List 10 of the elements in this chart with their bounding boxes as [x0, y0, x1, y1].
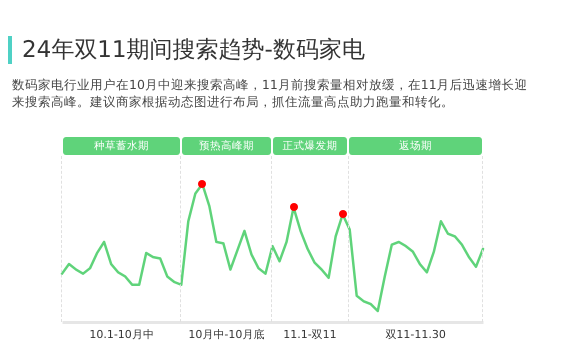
text: 预热高峰期 [182, 137, 271, 155]
text: 11.1-双11 [282, 327, 338, 342]
text: 正式爆发期 [272, 137, 348, 155]
text: 双11-11.30 [384, 327, 447, 342]
chart-subtitle: 数码家电行业用户在10月中迎来搜索高峰，11月前搜索量相对放缓，在11月后迅速增长迎来搜索高峰。建议商家根据动态图进行布局，抓住流量高点助力跑量和转化。 [12, 76, 529, 110]
text: 10月中-10月底 [187, 327, 266, 342]
text: 10.1-10月中 [88, 327, 155, 342]
chart-title: 24年双11期间搜索趋势-数码家电 [8, 36, 365, 64]
text: 返场期 [349, 137, 482, 155]
text: 种草蓄水期 [63, 137, 180, 155]
